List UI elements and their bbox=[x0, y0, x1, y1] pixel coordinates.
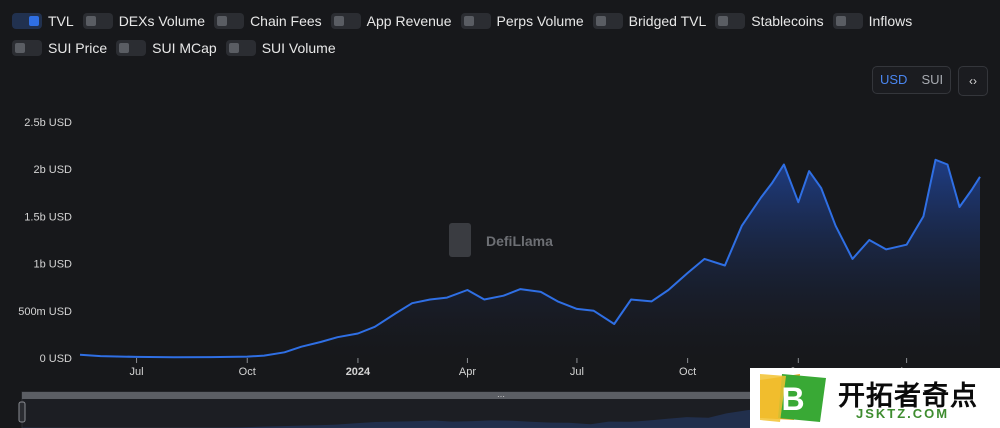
toggle-knob bbox=[333, 16, 344, 26]
promo-logo-icon: B bbox=[760, 374, 826, 422]
y-axis: 0 USD 500m USD 1b USD 1.5b USD 2b USD 2.5b US… bbox=[18, 117, 72, 365]
toggle-stablecoins[interactable]: Stablecoins bbox=[715, 12, 824, 30]
toggle-switch-icon bbox=[225, 40, 256, 56]
toggle-knob bbox=[85, 16, 96, 26]
watermark-text: DefiLlama bbox=[486, 233, 553, 249]
toggle-knob bbox=[29, 16, 39, 26]
toggle-switch-icon bbox=[715, 13, 746, 29]
toggle-dexs-volume[interactable]: DEXs Volume bbox=[82, 12, 206, 30]
brush-top-handle[interactable] bbox=[22, 392, 980, 399]
grip-icon: ⋯ bbox=[497, 392, 505, 401]
x-tick-label: Jul bbox=[570, 366, 584, 378]
tvl-line bbox=[79, 158, 981, 359]
defillama-watermark: DefiLlama bbox=[449, 223, 553, 257]
toggle-sui-mcap[interactable]: SUI MCap bbox=[116, 39, 217, 57]
promo-title: 开拓者奇点 bbox=[838, 381, 978, 412]
toggle-knob bbox=[228, 43, 239, 53]
toggle-inflows[interactable]: Inflows bbox=[832, 12, 913, 30]
brush-mini-area bbox=[22, 406, 980, 428]
toggle-knob bbox=[119, 43, 130, 53]
toggle-switch-icon bbox=[330, 13, 361, 29]
toggle-knob bbox=[15, 43, 25, 53]
y-tick-label: 2b USD bbox=[33, 164, 72, 176]
brush-left-handle[interactable] bbox=[18, 401, 26, 423]
y-tick-label: 0 USD bbox=[40, 353, 72, 365]
toggle-label: TVL bbox=[48, 13, 74, 29]
y-tick-label: 2.5b USD bbox=[24, 117, 72, 129]
y-tick-label: 1.5b USD bbox=[24, 211, 72, 223]
toggle-switch-icon bbox=[12, 13, 42, 29]
toggle-knob bbox=[463, 16, 474, 26]
toggle-tvl[interactable]: TVL bbox=[12, 12, 74, 30]
toggle-sui-price[interactable]: SUI Price bbox=[12, 39, 107, 57]
toggle-sui-volume[interactable]: SUI Volume bbox=[225, 39, 336, 57]
y-tick-label: 1b USD bbox=[33, 259, 72, 271]
currency-usd-button[interactable]: USD bbox=[880, 72, 908, 87]
currency-sui-button[interactable]: SUI bbox=[921, 72, 944, 87]
toggle-app-revenue[interactable]: App Revenue bbox=[330, 12, 452, 30]
x-tick-label: 2024 bbox=[346, 366, 371, 378]
toggle-switch-icon bbox=[214, 13, 245, 29]
toggle-switch-icon bbox=[12, 40, 42, 56]
toggle-knob bbox=[217, 16, 228, 26]
y-tick-label: 500m USD bbox=[18, 306, 72, 318]
x-tick-label: Oct bbox=[679, 366, 696, 378]
x-tick-label: Oct bbox=[239, 366, 256, 378]
llama-logo-icon bbox=[449, 223, 471, 257]
toggle-label: App Revenue bbox=[366, 13, 452, 29]
embed-code-button[interactable]: ‹› bbox=[958, 66, 988, 96]
toggle-switch-icon bbox=[832, 13, 863, 29]
series-toggle-bar: TVL DEXs Volume Chain Fees App Revenue Perps… bbox=[12, 12, 992, 57]
toggle-label: Perps Volume bbox=[496, 13, 584, 29]
toggle-label: SUI Volume bbox=[261, 40, 336, 56]
promo-banner[interactable]: B 开拓者奇点 JSKTZ.COM bbox=[750, 368, 1000, 428]
toggle-switch-icon bbox=[116, 40, 147, 56]
currency-switch: USD SUI bbox=[872, 66, 952, 94]
toggle-label: Stablecoins bbox=[751, 13, 824, 29]
toggle-label: Chain Fees bbox=[250, 13, 322, 29]
promo-url: JSKTZ.COM bbox=[856, 406, 950, 421]
toggle-label: SUI MCap bbox=[152, 40, 217, 56]
toggle-chain-fees[interactable]: Chain Fees bbox=[214, 12, 322, 30]
toggle-switch-icon bbox=[592, 13, 623, 29]
toggle-label: SUI Price bbox=[48, 40, 108, 56]
toggle-bridged-tvl[interactable]: Bridged TVL bbox=[592, 12, 707, 30]
x-tick-label: Apr bbox=[459, 366, 476, 378]
toggle-knob bbox=[835, 16, 846, 26]
toggle-knob bbox=[718, 16, 729, 26]
toggle-switch-icon bbox=[82, 13, 113, 29]
x-tick-label: Jul bbox=[130, 366, 144, 378]
toggle-label: Bridged TVL bbox=[628, 13, 707, 29]
toggle-label: DEXs Volume bbox=[118, 13, 206, 29]
toggle-label: Inflows bbox=[868, 13, 913, 29]
toggle-switch-icon bbox=[460, 13, 491, 29]
promo-logo-letter: B bbox=[781, 381, 804, 417]
toggle-knob bbox=[595, 16, 606, 26]
tvl-area bbox=[80, 159, 980, 358]
toggle-perps-volume[interactable]: Perps Volume bbox=[460, 12, 584, 30]
